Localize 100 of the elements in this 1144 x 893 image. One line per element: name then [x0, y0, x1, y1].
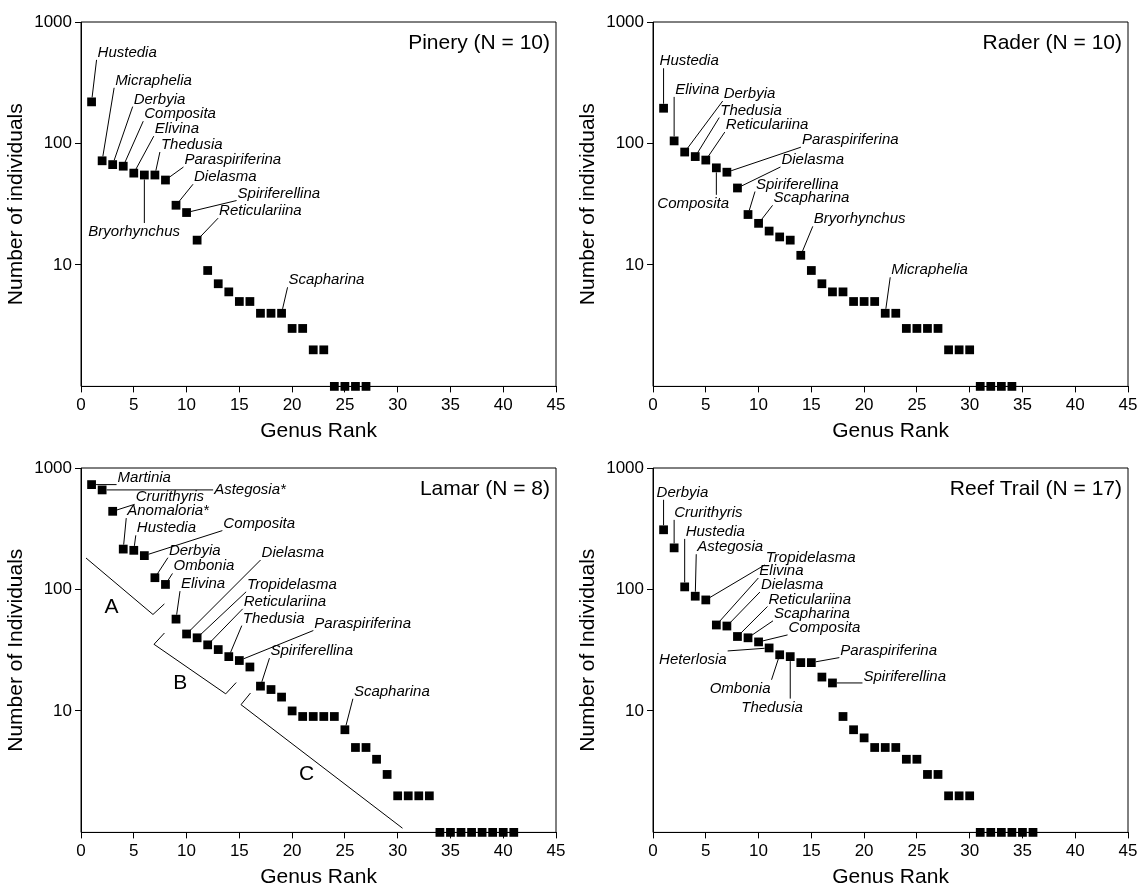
y-tick-label: 10: [625, 254, 645, 274]
point: [870, 297, 880, 306]
chart-title: Reef Trail (N = 17): [949, 476, 1122, 499]
point: [1018, 828, 1027, 837]
annotation: Tropidelasma: [247, 574, 337, 592]
point: [340, 725, 350, 735]
y-tick-label: 1000: [34, 457, 73, 477]
y-tick-label: 100: [43, 579, 73, 599]
y-tick-label: 10: [53, 700, 73, 720]
annotation: Composita: [657, 193, 730, 211]
point: [659, 525, 668, 535]
point: [139, 170, 149, 180]
point: [256, 308, 265, 318]
x-tick-label: 0: [76, 841, 86, 861]
x-tick-label: 20: [282, 395, 302, 415]
annotation: Composita: [223, 513, 296, 531]
point: [828, 678, 837, 688]
point: [690, 591, 700, 601]
point: [996, 828, 1006, 837]
annotation: Paraspiriferina: [801, 130, 899, 148]
x-tick-label: 15: [801, 395, 821, 415]
annotation: Ombonia: [709, 678, 771, 696]
point: [743, 210, 753, 219]
point: [944, 345, 953, 355]
x-tick-label: 35: [440, 395, 460, 415]
x-tick-label: 10: [177, 841, 197, 861]
x-tick-label: 30: [388, 395, 408, 415]
point: [414, 791, 424, 801]
point: [701, 155, 711, 165]
annotation: Bryorhynchus: [813, 209, 906, 227]
point: [933, 324, 943, 333]
point: [277, 308, 286, 318]
point: [277, 692, 286, 702]
point: [669, 136, 679, 146]
point: [129, 545, 139, 555]
chart-title: Pinery (N = 10): [408, 30, 550, 53]
point: [213, 645, 223, 654]
point: [87, 480, 96, 489]
point: [319, 712, 329, 721]
point: [351, 382, 360, 391]
point: [838, 712, 848, 721]
annotation: Hustedia: [136, 518, 196, 536]
annotation: Crurithyris: [674, 502, 743, 520]
y-tick-label: 1000: [606, 11, 645, 31]
chart-title: Rader (N = 10): [982, 30, 1122, 53]
point: [97, 485, 107, 495]
annotation: Martinia: [117, 467, 171, 485]
x-tick-label: 0: [76, 395, 86, 415]
annotation: Astegosia*: [213, 479, 287, 497]
annotation: Paraspiriferina: [314, 613, 412, 631]
point: [329, 712, 339, 721]
point: [488, 828, 498, 837]
point: [446, 828, 455, 837]
x-tick-label: 25: [335, 395, 355, 415]
x-axis-title: Genus Rank: [832, 418, 950, 442]
annotation: Spiriferellina: [270, 641, 353, 659]
point: [224, 652, 234, 661]
point: [129, 168, 139, 178]
point: [245, 297, 255, 306]
point: [859, 733, 869, 743]
point: [891, 308, 901, 318]
x-axis-title: Genus Rank: [260, 864, 378, 888]
annotation: Spiriferellina: [863, 666, 946, 684]
x-tick-label: 5: [701, 395, 711, 415]
point: [785, 652, 795, 661]
annotation: Elivina: [675, 79, 720, 97]
point: [764, 643, 774, 653]
annotation: Thedusia: [160, 135, 223, 152]
x-tick-label: 0: [648, 395, 658, 415]
x-tick-label: 15: [801, 841, 821, 861]
point: [234, 297, 244, 306]
point: [838, 287, 848, 297]
point: [256, 681, 265, 691]
x-tick-label: 15: [229, 395, 249, 415]
point: [234, 656, 244, 665]
point: [806, 266, 816, 275]
annotation: Hustedia: [659, 51, 719, 69]
point: [690, 152, 700, 161]
annotation: Elivina: [181, 574, 226, 592]
point: [213, 279, 223, 289]
point: [944, 791, 953, 801]
point: [764, 226, 774, 236]
point: [139, 551, 149, 560]
y-tick-label: 1000: [606, 457, 645, 477]
point: [828, 287, 837, 297]
annotation: Hustedia: [97, 42, 157, 60]
annotation: Reticulariina: [243, 591, 327, 609]
point: [754, 218, 763, 228]
point: [912, 324, 922, 333]
point: [182, 208, 191, 217]
point: [403, 791, 413, 801]
annotation: Astegosia: [696, 537, 764, 555]
annotation: Dielasma: [194, 167, 257, 185]
point: [118, 161, 128, 171]
point: [266, 308, 276, 318]
point: [319, 345, 329, 355]
point: [912, 754, 922, 764]
point: [97, 156, 107, 166]
point: [287, 324, 297, 333]
point: [669, 543, 679, 553]
